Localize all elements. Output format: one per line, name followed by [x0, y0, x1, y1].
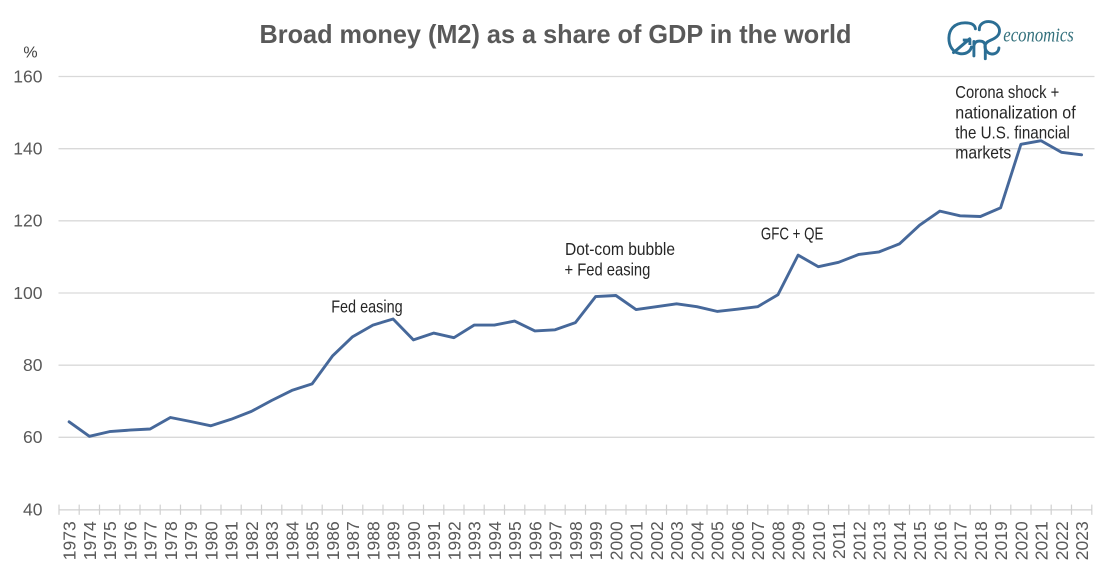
svg-text:GFC + QE: GFC + QE: [761, 223, 824, 243]
svg-text:120: 120: [13, 211, 42, 231]
svg-text:1986: 1986: [323, 521, 343, 560]
svg-text:2008: 2008: [768, 521, 788, 560]
svg-text:40: 40: [23, 499, 43, 519]
svg-text:%: %: [23, 44, 37, 61]
svg-text:60: 60: [23, 427, 43, 447]
svg-text:1999: 1999: [586, 521, 606, 560]
svg-text:2010: 2010: [809, 521, 829, 560]
svg-text:2005: 2005: [708, 521, 728, 560]
svg-text:markets: markets: [955, 143, 1011, 163]
svg-text:1985: 1985: [303, 521, 323, 560]
svg-text:1979: 1979: [181, 521, 201, 560]
svg-text:1976: 1976: [120, 521, 140, 560]
svg-text:2013: 2013: [870, 521, 890, 560]
svg-text:1990: 1990: [404, 521, 424, 560]
svg-text:2011: 2011: [829, 521, 849, 559]
svg-text:1987: 1987: [343, 521, 363, 560]
svg-text:2018: 2018: [971, 521, 991, 560]
svg-text:2006: 2006: [728, 521, 748, 560]
svg-text:1978: 1978: [161, 521, 181, 560]
svg-text:1998: 1998: [566, 521, 586, 560]
svg-text:140: 140: [13, 139, 42, 159]
svg-text:2004: 2004: [687, 521, 707, 560]
svg-text:2014: 2014: [890, 521, 910, 560]
svg-text:1984: 1984: [282, 521, 302, 560]
svg-text:1989: 1989: [384, 521, 404, 560]
svg-text:1980: 1980: [201, 521, 221, 560]
svg-text:Broad money (M2) as a share of: Broad money (M2) as a share of GDP in th…: [260, 19, 852, 49]
svg-text:80: 80: [23, 355, 43, 375]
svg-text:the U.S. financial: the U.S. financial: [955, 122, 1070, 142]
svg-text:2020: 2020: [1011, 521, 1031, 560]
svg-text:1991: 1991: [424, 521, 444, 560]
svg-text:100: 100: [13, 283, 42, 303]
svg-text:2017: 2017: [951, 521, 971, 560]
svg-text:2019: 2019: [991, 521, 1011, 560]
svg-text:1988: 1988: [363, 521, 383, 560]
svg-text:1977: 1977: [141, 521, 161, 560]
svg-text:160: 160: [13, 66, 42, 86]
svg-text:1995: 1995: [505, 521, 525, 560]
svg-text:2003: 2003: [667, 521, 687, 560]
svg-text:1994: 1994: [485, 521, 505, 560]
svg-text:2012: 2012: [849, 521, 869, 560]
svg-text:1981: 1981: [222, 521, 242, 560]
svg-text:2022: 2022: [1052, 521, 1072, 560]
svg-text:1974: 1974: [80, 521, 100, 560]
svg-text:1993: 1993: [465, 521, 485, 560]
svg-text:economics: economics: [1003, 25, 1074, 47]
svg-text:1992: 1992: [444, 521, 464, 560]
svg-text:2023: 2023: [1072, 521, 1092, 560]
svg-text:2002: 2002: [647, 521, 667, 560]
svg-text:2021: 2021: [1032, 521, 1052, 560]
svg-text:1983: 1983: [262, 521, 282, 560]
svg-text:1973: 1973: [60, 521, 80, 560]
svg-text:+ Fed easing: + Fed easing: [565, 259, 651, 279]
svg-text:1975: 1975: [100, 521, 120, 560]
svg-text:nationalization of: nationalization of: [955, 102, 1076, 122]
svg-text:Corona shock +: Corona shock +: [955, 82, 1059, 102]
svg-text:2015: 2015: [910, 521, 930, 560]
svg-text:2007: 2007: [748, 521, 768, 560]
svg-text:Fed easing: Fed easing: [331, 296, 403, 316]
svg-text:2000: 2000: [606, 521, 626, 560]
svg-text:1996: 1996: [525, 521, 545, 560]
svg-text:2009: 2009: [789, 521, 809, 560]
svg-text:2001: 2001: [627, 521, 647, 560]
svg-text:2016: 2016: [930, 521, 950, 560]
svg-text:1982: 1982: [242, 521, 262, 560]
svg-text:Dot-com bubble: Dot-com bubble: [565, 239, 675, 259]
svg-text:1997: 1997: [546, 521, 566, 560]
